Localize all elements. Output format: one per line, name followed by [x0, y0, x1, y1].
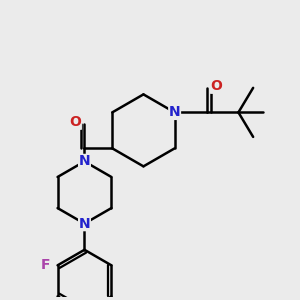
Text: O: O	[211, 79, 222, 93]
Text: F: F	[40, 258, 50, 272]
Text: N: N	[79, 154, 90, 169]
Text: N: N	[169, 105, 180, 119]
Text: O: O	[69, 115, 81, 129]
Text: N: N	[79, 217, 90, 231]
